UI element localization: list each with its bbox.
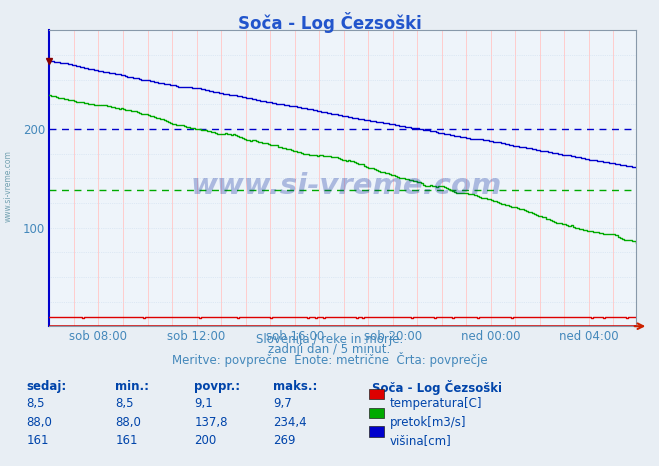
Text: maks.:: maks.:: [273, 380, 318, 393]
Text: 8,5: 8,5: [115, 397, 134, 410]
Text: Slovenija / reke in morje.: Slovenija / reke in morje.: [256, 333, 403, 346]
Text: 200: 200: [194, 434, 217, 447]
Text: 137,8: 137,8: [194, 416, 228, 429]
Text: 8,5: 8,5: [26, 397, 45, 410]
Text: 88,0: 88,0: [115, 416, 141, 429]
Text: 9,7: 9,7: [273, 397, 292, 410]
Text: pretok[m3/s]: pretok[m3/s]: [390, 416, 467, 429]
Text: 9,1: 9,1: [194, 397, 213, 410]
Text: 88,0: 88,0: [26, 416, 52, 429]
Text: www.si-vreme.com: www.si-vreme.com: [4, 151, 13, 222]
Text: Soča - Log Čezsoški: Soča - Log Čezsoški: [372, 380, 502, 395]
Text: min.:: min.:: [115, 380, 150, 393]
Text: sedaj:: sedaj:: [26, 380, 67, 393]
Text: zadnji dan / 5 minut.: zadnji dan / 5 minut.: [268, 343, 391, 356]
Text: 269: 269: [273, 434, 296, 447]
Text: temperatura[C]: temperatura[C]: [390, 397, 482, 410]
Text: 234,4: 234,4: [273, 416, 307, 429]
Text: www.si-vreme.com: www.si-vreme.com: [190, 172, 501, 200]
Text: povpr.:: povpr.:: [194, 380, 241, 393]
Text: 161: 161: [115, 434, 138, 447]
Text: Meritve: povprečne  Enote: metrične  Črta: povprečje: Meritve: povprečne Enote: metrične Črta:…: [172, 352, 487, 367]
Text: Soča - Log Čezsoški: Soča - Log Čezsoški: [238, 12, 421, 33]
Text: višina[cm]: višina[cm]: [390, 434, 452, 447]
Text: 161: 161: [26, 434, 49, 447]
